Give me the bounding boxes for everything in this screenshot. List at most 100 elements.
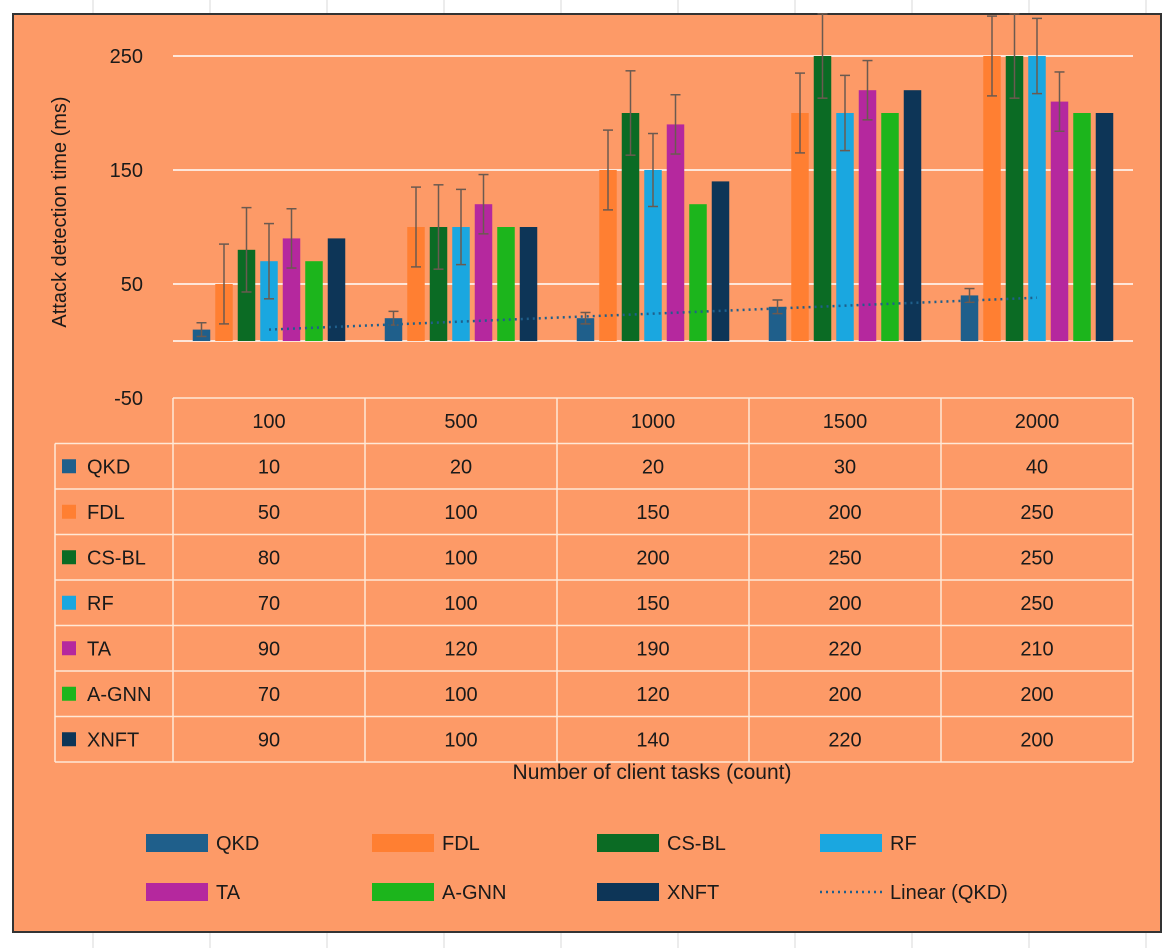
table-cell: 100	[444, 593, 477, 615]
table-cell: 140	[636, 729, 669, 751]
table-cell: 100	[444, 684, 477, 706]
table-cell: 120	[636, 684, 669, 706]
legend-swatch-xnft	[597, 883, 659, 901]
bar-rf	[644, 170, 662, 341]
table-cell: 80	[258, 547, 280, 569]
legend-label: CS-BL	[667, 833, 726, 855]
y-tick-label: 50	[121, 274, 143, 296]
table-row-label: QKD	[87, 456, 130, 478]
table-cell: 220	[828, 729, 861, 751]
legend-swatch-cs-bl	[597, 834, 659, 852]
bar-cs-bl	[237, 249, 256, 341]
bar-xnft	[519, 227, 538, 341]
legend-label: XNFT	[667, 882, 719, 904]
table-header-cell: 500	[444, 411, 477, 433]
bar-xnft	[711, 181, 730, 341]
bar-cs-bl	[1005, 56, 1024, 341]
table-row-label: TA	[87, 638, 112, 660]
y-axis-ticks: 250 150 50 -50	[110, 46, 143, 410]
bar-qkd	[960, 295, 979, 341]
table-row-label: A-GNN	[87, 684, 151, 706]
table-cell: 70	[258, 593, 280, 615]
x-axis-label: Number of client tasks (count)	[513, 761, 792, 784]
table-cell: 70	[258, 684, 280, 706]
table-cell: 250	[1020, 502, 1053, 524]
bar-cs-bl	[813, 56, 832, 341]
trendline-qkd	[268, 296, 1038, 331]
y-tick-label: -50	[114, 388, 143, 410]
table-cell: 250	[828, 547, 861, 569]
bar-cs-bl	[621, 113, 640, 341]
legend-label: Linear (QKD)	[890, 882, 1008, 904]
table-cell: 200	[1020, 729, 1053, 751]
bar-xnft	[1095, 113, 1114, 341]
table-cell: 100	[444, 547, 477, 569]
bar-ta	[282, 238, 301, 341]
table-cell: 90	[258, 638, 280, 660]
bars	[192, 56, 1114, 342]
table-cell: 50	[258, 502, 280, 524]
bar-qkd	[768, 306, 787, 341]
table-cell: 90	[258, 729, 280, 751]
table-cell: 30	[834, 456, 856, 478]
table-legend-key	[62, 459, 76, 474]
bar-ta	[858, 90, 877, 341]
legend-label: TA	[216, 882, 241, 904]
trendline	[268, 296, 1038, 331]
table-cell: 100	[444, 502, 477, 524]
table-legend-key	[62, 641, 76, 656]
legend-swatch-rf	[820, 834, 882, 852]
bar-a-gnn	[1073, 113, 1091, 341]
bar-ta	[474, 204, 493, 341]
bar-rf	[1028, 56, 1046, 341]
bar-xnft	[327, 238, 346, 341]
bar-fdl	[983, 56, 1001, 341]
bar-fdl	[599, 170, 617, 341]
table-header-cell: 100	[252, 411, 285, 433]
bar-rf	[260, 261, 278, 341]
bar-rf	[836, 113, 854, 341]
table-cell: 20	[642, 456, 664, 478]
table-header-cell: 1500	[823, 411, 868, 433]
legend-label: RF	[890, 833, 917, 855]
y-tick-label: 150	[110, 160, 143, 182]
table-cell: 200	[636, 547, 669, 569]
table-cell: 10	[258, 456, 280, 478]
table-cell: 190	[636, 638, 669, 660]
legend: QKD FDL CS-BL RF TA A-GNN XNFT Linear (QKD)	[146, 833, 1008, 904]
bar-xnft	[903, 90, 922, 341]
bar-ta	[666, 124, 685, 342]
table-legend-key	[62, 595, 76, 610]
table-cell: 250	[1020, 547, 1053, 569]
table-cell: 200	[1020, 684, 1053, 706]
table-header-cell: 2000	[1015, 411, 1060, 433]
bar-ta	[1050, 101, 1069, 341]
table-cell: 150	[636, 502, 669, 524]
table-cell: 40	[1026, 456, 1048, 478]
table-cell: 210	[1020, 638, 1053, 660]
table-cell: 200	[828, 502, 861, 524]
bar-a-gnn	[689, 204, 707, 341]
bar-rf	[452, 227, 470, 341]
y-axis-label: Attack detection time (ms)	[49, 96, 71, 327]
bar-a-gnn	[305, 261, 323, 341]
bar-cs-bl	[429, 227, 448, 341]
legend-swatch-qkd	[146, 834, 208, 852]
table-row-label: RF	[87, 593, 114, 615]
table-row-label: XNFT	[87, 729, 139, 751]
table-cell: 150	[636, 593, 669, 615]
table-cell: 20	[450, 456, 472, 478]
table-row-label: CS-BL	[87, 547, 146, 569]
table-cell: 120	[444, 638, 477, 660]
y-tick-label: 250	[110, 46, 143, 68]
table-cell: 220	[828, 638, 861, 660]
legend-label: A-GNN	[442, 882, 506, 904]
table-row-label: FDL	[87, 502, 125, 524]
chart-area	[12, 13, 1162, 933]
legend-swatch-fdl	[372, 834, 434, 852]
data-table: 100 500 1000 1500 2000 QKD 10 20 20 30 40 FDL 50 100 1…	[54, 397, 1134, 763]
legend-label: FDL	[442, 833, 480, 855]
error-bars	[196, 13, 1065, 338]
table-legend-key	[62, 686, 76, 701]
